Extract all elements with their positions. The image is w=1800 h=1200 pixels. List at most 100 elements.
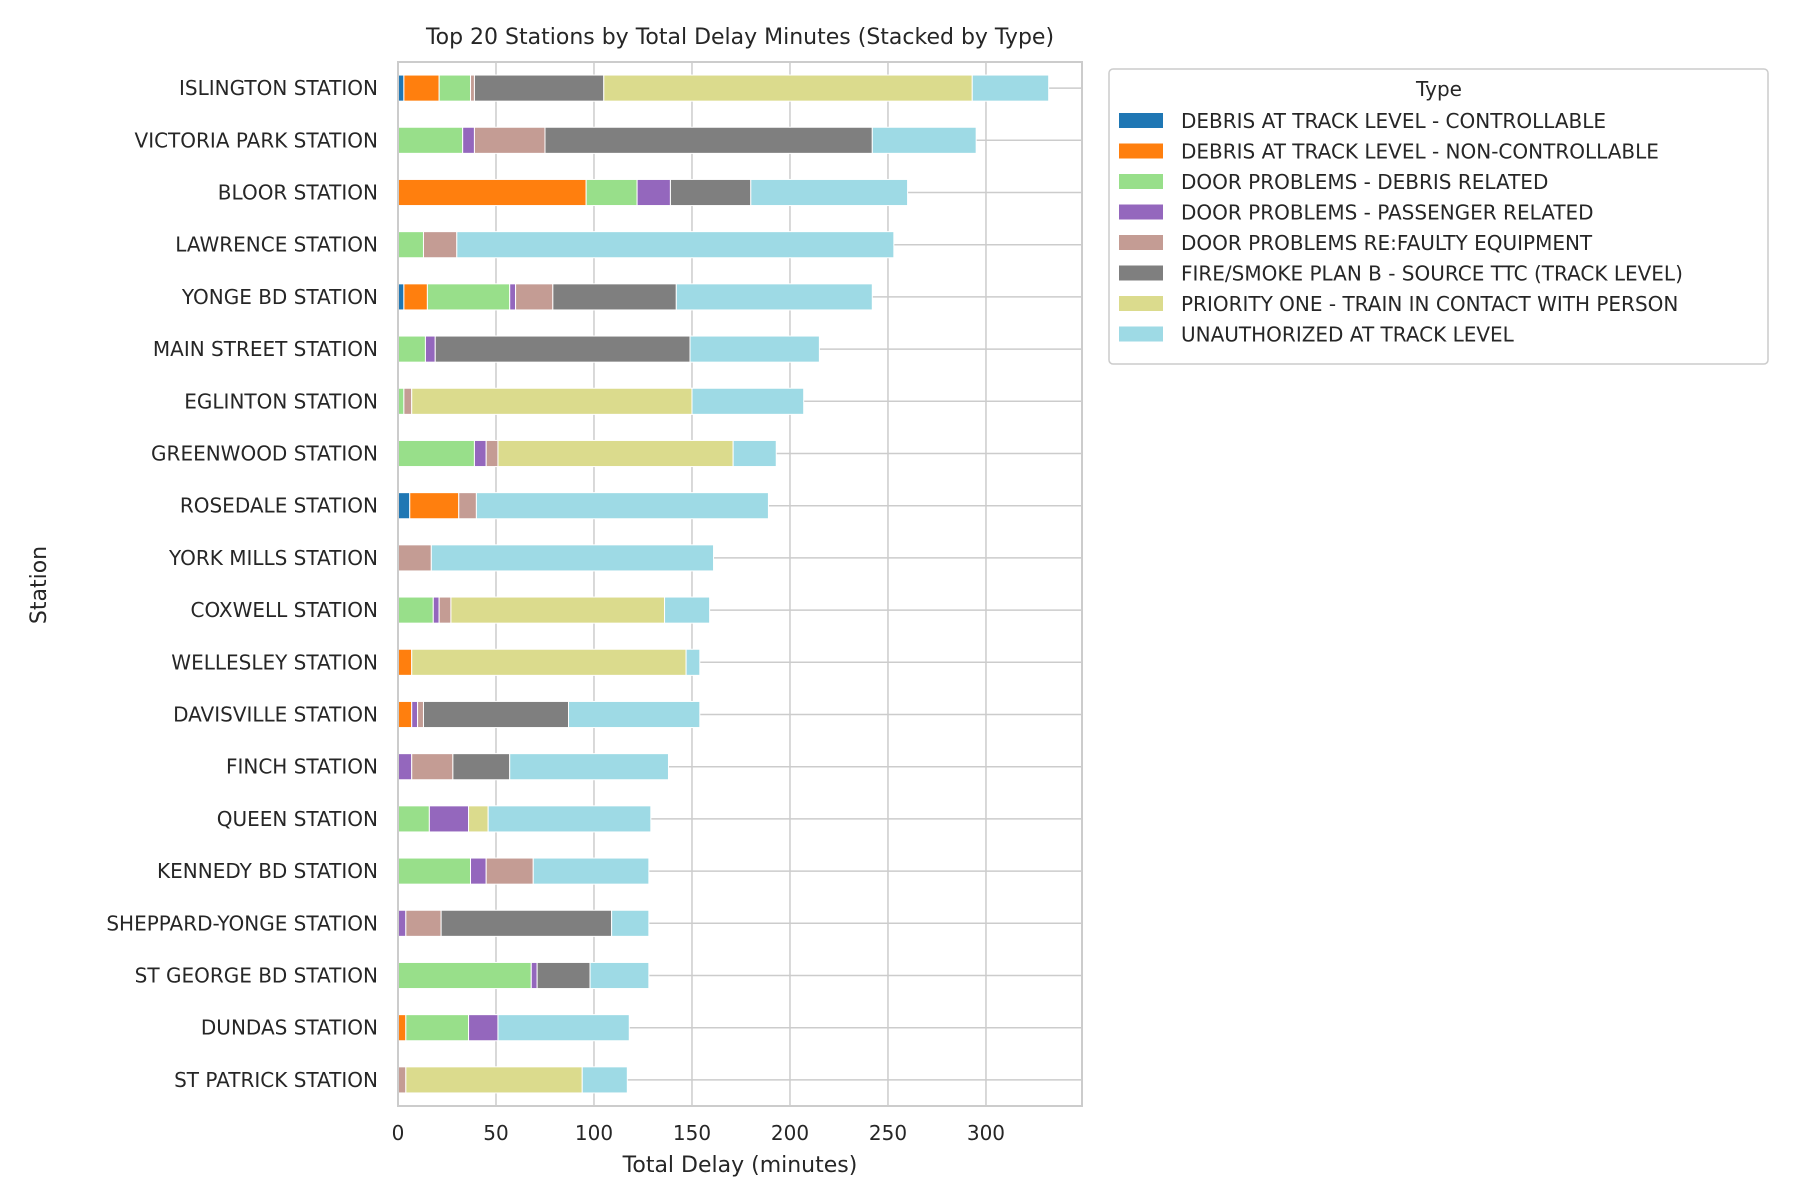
bar-segment — [397, 178, 587, 207]
bar-segment — [530, 961, 538, 990]
legend-label: DEBRIS AT TRACK LEVEL - CONTROLLABLE — [1181, 109, 1606, 133]
bar-segment — [422, 700, 570, 729]
bar-segment — [487, 805, 652, 833]
bar-segment — [434, 335, 691, 363]
legend: Type DEBRIS AT TRACK LEVEL - CONTROLLABL… — [1108, 68, 1769, 365]
bar-segment — [581, 1066, 628, 1094]
legend-label: DEBRIS AT TRACK LEVEL - NON-CONTROLLABLE — [1181, 140, 1659, 164]
bar-segment — [397, 857, 472, 885]
legend-frame — [1108, 68, 1769, 365]
bar-segment — [397, 439, 475, 468]
legend-label: UNAUTHORIZED AT TRACK LEVEL — [1181, 323, 1515, 347]
bar-segment — [397, 648, 413, 676]
legend-label: DOOR PROBLEMS - PASSENGER RELATED — [1181, 201, 1594, 225]
y-tick-labels: ISLINGTON STATION VICTORIA PARK STATION BL… — [106, 76, 378, 1092]
bar-segment — [397, 596, 434, 624]
y-tick-label: GREENWOOD STATION — [151, 442, 378, 466]
y-tick-label: KENNEDY BD STATION — [157, 859, 378, 883]
x-tick-label: 0 — [392, 1121, 405, 1145]
bar-segment — [438, 596, 452, 624]
bar-segment — [611, 909, 650, 937]
bar-segment — [411, 387, 693, 415]
bar-segment — [430, 544, 715, 572]
bar-segment — [452, 753, 511, 781]
bar-segment — [405, 909, 442, 937]
bar-segment — [485, 857, 534, 885]
y-tick-label: BLOOR STATION — [218, 181, 378, 205]
legend-swatch — [1119, 113, 1163, 128]
bar-segment — [403, 283, 428, 311]
bar-segment — [411, 753, 454, 781]
bar-segment — [462, 126, 475, 154]
y-tick-label: YORK MILLS STATION — [168, 546, 378, 570]
x-tick-label: 50 — [483, 1121, 508, 1145]
bar-segment — [585, 178, 638, 207]
legend-swatch — [1119, 204, 1163, 220]
bar-segment — [664, 596, 711, 624]
bar-segment — [675, 283, 873, 311]
axes-border — [397, 61, 1083, 1107]
y-tick-label: WELLESLEY STATION — [171, 650, 378, 674]
x-tick-label: 100 — [575, 1121, 613, 1145]
bar-segment — [509, 283, 517, 311]
bar-segment — [468, 1014, 499, 1042]
bar-segment — [473, 74, 605, 102]
gridlines — [397, 62, 1082, 1106]
bar-segment — [426, 283, 511, 311]
bar-segment — [603, 74, 973, 102]
y-tick-label: COXWELL STATION — [191, 598, 379, 622]
bar-segment — [532, 857, 650, 885]
legend-swatch — [1119, 265, 1163, 281]
bar-segment — [397, 544, 432, 572]
bar-segment — [458, 492, 477, 520]
bar-segment — [397, 961, 532, 990]
bar-segment — [475, 492, 769, 520]
y-tick-label: LAWRENCE STATION — [175, 233, 378, 257]
x-tick-label: 250 — [869, 1121, 907, 1145]
bar-segment — [536, 961, 591, 990]
x-tick-label: 300 — [967, 1121, 1005, 1145]
bar-segment — [470, 857, 487, 885]
y-tick-label: ISLINGTON STATION — [179, 76, 378, 100]
bar-segment — [432, 596, 440, 624]
legend-label: DOOR PROBLEMS - DEBRIS RELATED — [1181, 170, 1548, 194]
x-tick-label: 150 — [673, 1121, 711, 1145]
bar-segment — [397, 753, 413, 781]
y-tick-label: FINCH STATION — [226, 755, 378, 779]
y-tick-label: SHEPPARD-YONGE STATION — [106, 911, 378, 935]
y-tick-label: DUNDAS STATION — [201, 1016, 378, 1040]
bar-segment — [438, 74, 472, 102]
bar-segment — [397, 126, 464, 154]
bar-segment — [405, 1066, 583, 1094]
bar-segment — [497, 1014, 630, 1042]
y-axis-label: Station — [27, 546, 52, 624]
legend-swatch — [1119, 174, 1163, 189]
legend-label: FIRE/SMOKE PLAN B - SOURCE TTC (TRACK LE… — [1181, 262, 1683, 286]
bar-segment — [397, 700, 413, 729]
bar-segment — [669, 178, 752, 207]
bar-segment — [403, 387, 413, 415]
legend-swatch — [1119, 296, 1163, 311]
bar-segment — [470, 74, 475, 102]
x-tick-label: 200 — [771, 1121, 809, 1145]
bar-segment — [417, 700, 424, 729]
y-tick-label: EGLINTON STATION — [184, 389, 378, 413]
bar-segment — [424, 335, 436, 363]
bar-segment — [497, 439, 734, 468]
bar-segment — [397, 909, 407, 937]
bar-segment — [403, 74, 440, 102]
legend-swatch — [1119, 326, 1163, 342]
y-tick-label: ST PATRICK STATION — [174, 1068, 378, 1092]
bar-segment — [397, 492, 411, 520]
bar-segment — [750, 178, 909, 207]
bar-segment — [440, 909, 613, 937]
bar-segment — [397, 335, 426, 363]
y-tick-label: ROSEDALE STATION — [180, 494, 378, 518]
legend-label: DOOR PROBLEMS RE:FAULTY EQUIPMENT — [1181, 231, 1593, 255]
bar-segment — [544, 126, 873, 154]
bar-segment — [971, 74, 1050, 102]
y-tick-label: VICTORIA PARK STATION — [135, 128, 378, 152]
legend-title: Type — [1415, 77, 1462, 101]
bar-segment — [397, 1066, 407, 1094]
